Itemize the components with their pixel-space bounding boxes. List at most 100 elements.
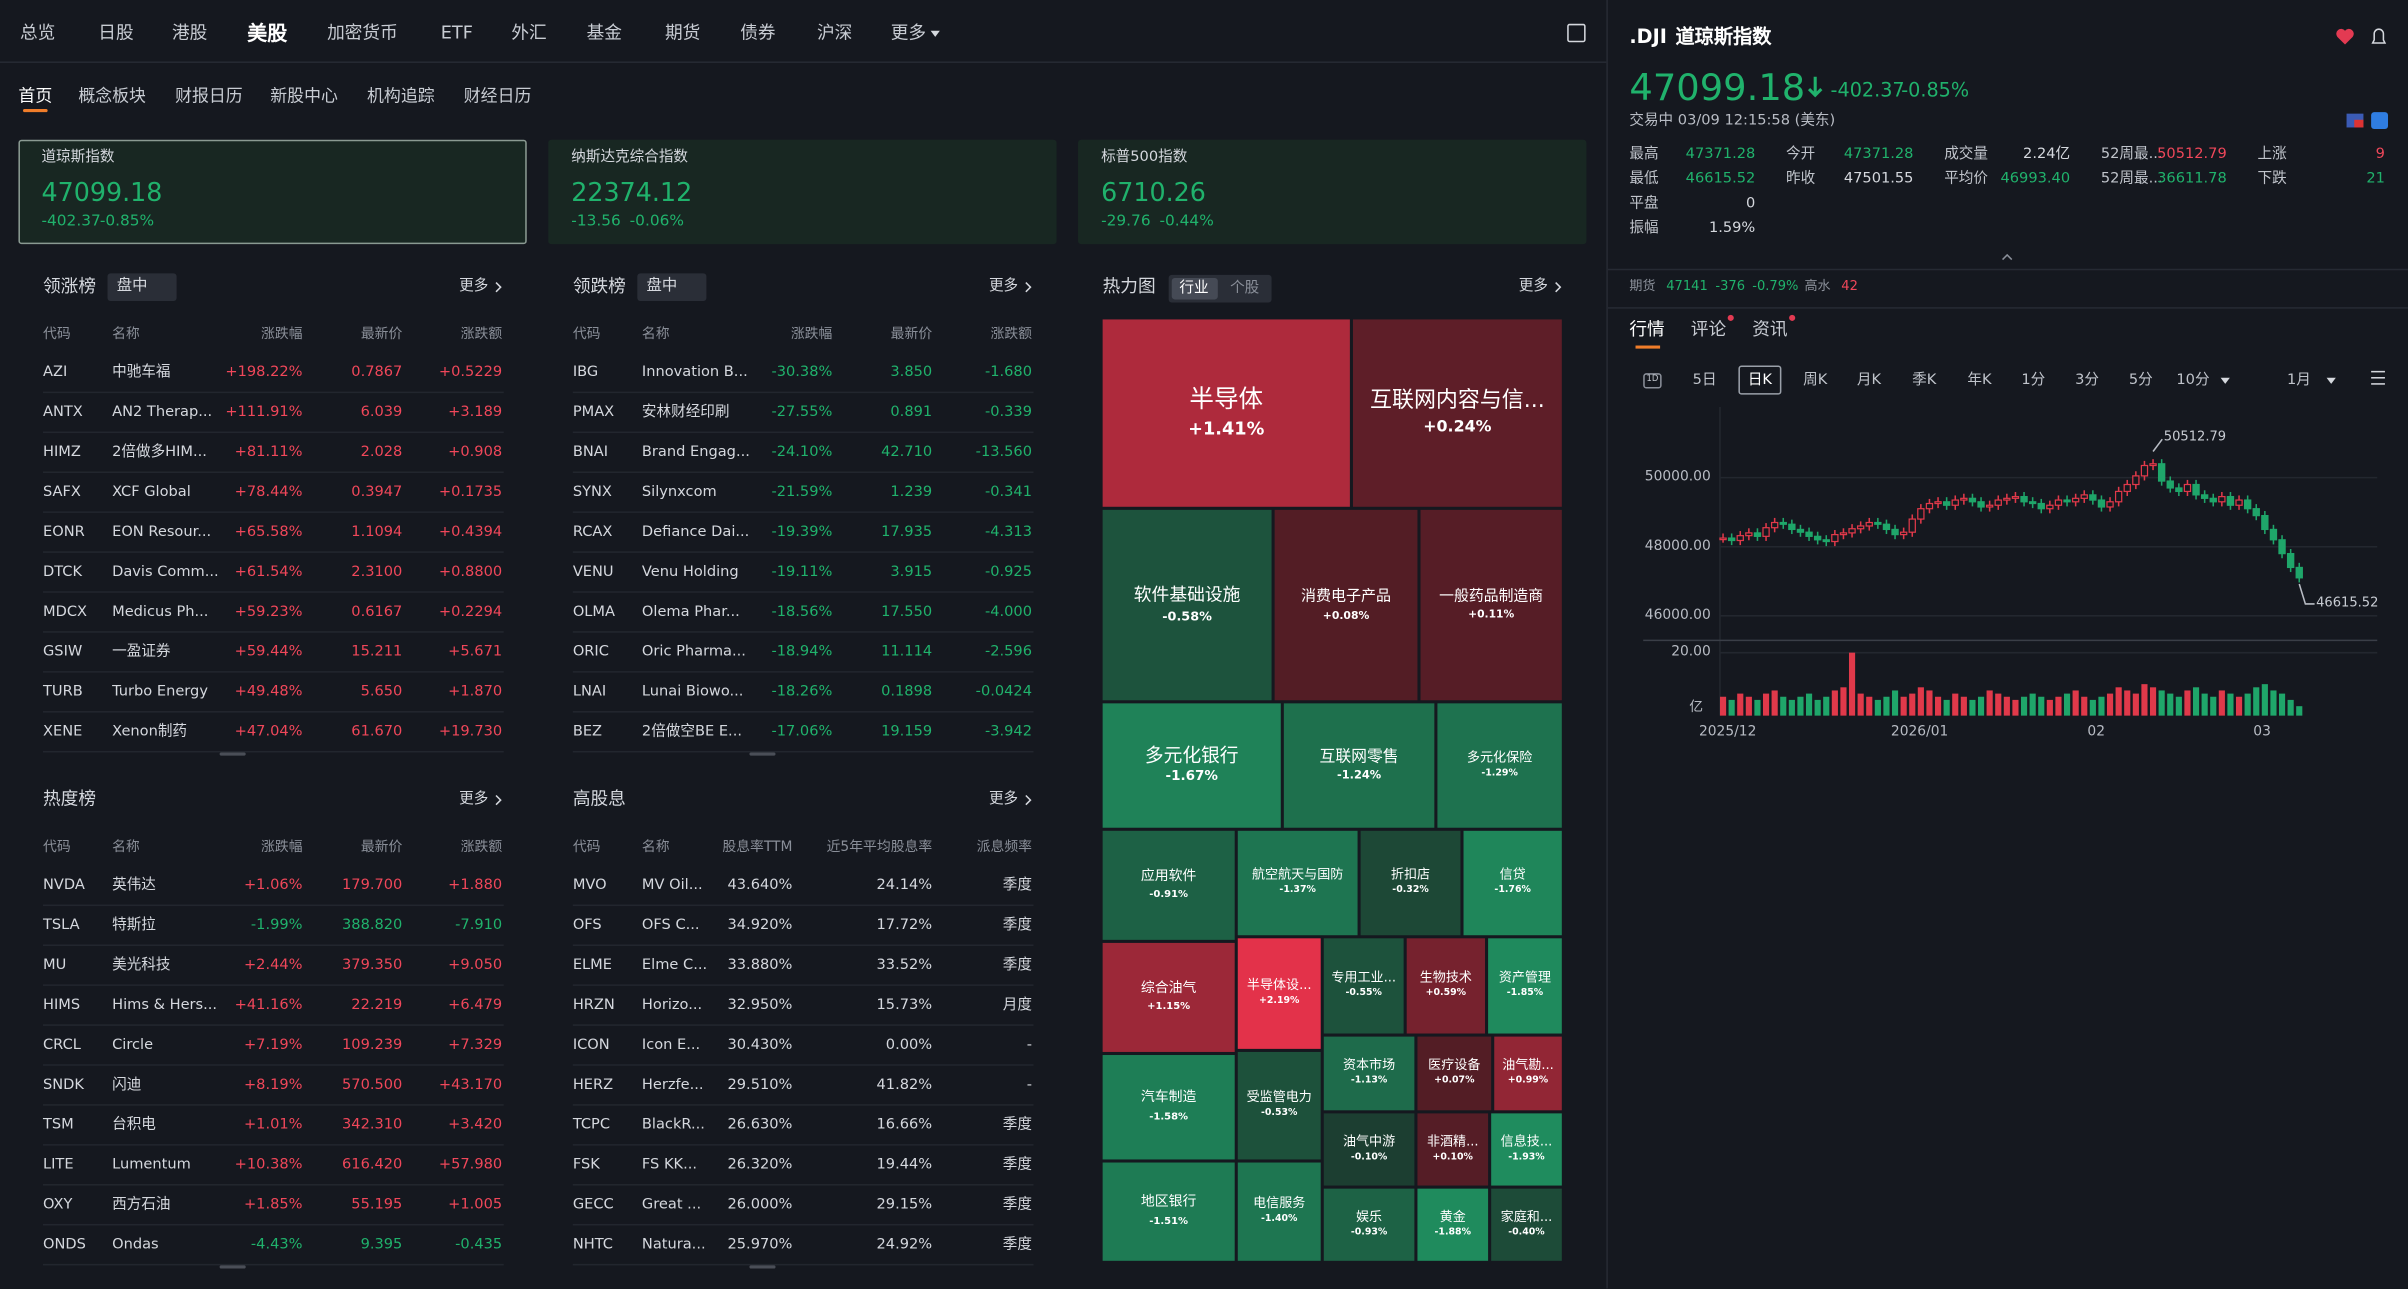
heatmap-tile[interactable]	[1237, 938, 1321, 1049]
heatmap-tile[interactable]	[1102, 830, 1235, 940]
stock-name: 美光科技	[112, 957, 171, 975]
tile-change: +0.99%	[1507, 1075, 1549, 1087]
cell: 19.159	[881, 723, 933, 741]
heatmap-tile[interactable]	[1237, 830, 1358, 936]
candle	[1762, 527, 1770, 537]
nav-item[interactable]: 沪深	[816, 21, 853, 44]
index-change: -402.37	[41, 213, 101, 231]
nav-item[interactable]: 总览	[19, 21, 56, 44]
index-card[interactable]	[548, 139, 1057, 245]
nav-item[interactable]: 基金	[586, 21, 622, 44]
period-option[interactable]: 月K	[1856, 372, 1882, 389]
more-link[interactable]: 更多	[459, 791, 489, 809]
nav-item[interactable]: 更多	[890, 21, 927, 44]
heatmap-tile[interactable]	[1323, 1188, 1415, 1261]
period-option[interactable]: 周K	[1803, 372, 1828, 389]
heatmap-tile[interactable]	[1237, 1051, 1321, 1160]
heatmap-tile[interactable]	[1102, 319, 1350, 507]
period-option[interactable]: 1月	[2286, 372, 2311, 389]
tile-change: -0.10%	[1350, 1151, 1388, 1163]
heatmap-tile[interactable]	[1323, 1113, 1415, 1186]
heatmap-tile[interactable]	[1283, 703, 1435, 828]
heatmap-tile[interactable]	[1274, 509, 1418, 701]
stock-name: 西方石油	[112, 1196, 171, 1214]
subnav-item[interactable]: 机构追踪	[367, 85, 435, 106]
subnav-item[interactable]: 概念板块	[78, 85, 146, 106]
heatmap-tile[interactable]	[1491, 1113, 1562, 1186]
table-header: 派息频率	[976, 839, 1032, 855]
filter-box[interactable]	[637, 273, 707, 301]
heatmap-tile[interactable]	[1420, 509, 1562, 701]
heatmap-tile[interactable]	[1437, 703, 1562, 828]
more-link[interactable]: 更多	[459, 278, 489, 296]
nav-item[interactable]: 外汇	[511, 21, 547, 44]
toggle-option[interactable]: 行业	[1179, 279, 1209, 297]
period-option[interactable]: 5日	[1692, 372, 1717, 389]
heatmap-tile[interactable]	[1102, 703, 1281, 828]
more-link[interactable]: 更多	[988, 791, 1019, 809]
tile-name: 汽车制造	[1140, 1091, 1197, 1107]
symbol: XENE	[42, 723, 83, 741]
toggle-option[interactable]: 个股	[1230, 279, 1260, 297]
row-divider	[572, 944, 1034, 946]
heatmap-tile[interactable]	[1406, 938, 1486, 1034]
volume-bar	[1780, 696, 1787, 716]
detail-tab[interactable]: 评论	[1690, 318, 1727, 340]
heatmap-tile[interactable]	[1417, 1113, 1489, 1186]
detail-tab[interactable]: 行情	[1629, 318, 1665, 340]
stock-name: 英伟达	[112, 877, 156, 895]
heatmap-tile[interactable]	[1488, 938, 1562, 1034]
stat-value: 46993.40	[2000, 170, 2071, 188]
heatmap-tile[interactable]	[1352, 319, 1562, 507]
filter-label[interactable]: 盘中	[646, 277, 678, 295]
cell: -18.94%	[771, 643, 833, 661]
heatmap-tile[interactable]	[1463, 830, 1562, 936]
heatmap-tile[interactable]	[1102, 1162, 1235, 1261]
heatmap-tile[interactable]	[1102, 942, 1235, 1052]
nav-item[interactable]: 债券	[740, 21, 776, 44]
heatmap-tile[interactable]	[1102, 1055, 1235, 1160]
index-name: 标普500指数	[1101, 149, 1188, 167]
heatmap-tile[interactable]	[1102, 509, 1272, 701]
heatmap-tile[interactable]	[1323, 1036, 1415, 1111]
table-header: 涨跌幅	[261, 839, 303, 855]
heatmap-tile[interactable]	[1323, 938, 1404, 1034]
nav-item[interactable]: 美股	[247, 22, 288, 46]
filter-label[interactable]: 盘中	[116, 277, 148, 295]
period-option[interactable]: 年K	[1967, 372, 1992, 389]
symbol: HERZ	[572, 1076, 614, 1094]
nav-item[interactable]: ETF	[440, 21, 473, 44]
subnav-item[interactable]: 财经日历	[463, 85, 532, 106]
heatmap-tile[interactable]	[1417, 1188, 1489, 1261]
subnav-item[interactable]: 新股中心	[270, 85, 338, 106]
more-link[interactable]: 更多	[1518, 278, 1548, 296]
volume-bar	[1909, 693, 1916, 716]
period-option[interactable]: 10分	[2176, 372, 2210, 389]
period-option[interactable]: 1D	[1646, 375, 1659, 385]
period-option[interactable]: 1分	[2021, 372, 2046, 389]
tile-change: +0.08%	[1322, 607, 1370, 622]
index-change: -13.56	[571, 213, 621, 231]
nav-item[interactable]: 日股	[98, 21, 134, 44]
tile-change: -1.13%	[1350, 1075, 1388, 1087]
filter-box[interactable]	[107, 273, 177, 301]
index-card[interactable]	[1078, 139, 1587, 245]
index-card[interactable]	[18, 139, 527, 245]
heatmap-tile[interactable]	[1494, 1036, 1562, 1111]
period-option[interactable]: 5分	[2128, 372, 2153, 389]
detail-tab[interactable]: 资讯	[1752, 318, 1788, 340]
more-link[interactable]: 更多	[988, 278, 1019, 296]
period-option[interactable]: 3分	[2075, 372, 2099, 389]
period-option[interactable]: 日K	[1747, 372, 1772, 389]
period-option[interactable]: 季K	[1912, 372, 1937, 389]
heatmap-tile[interactable]	[1491, 1188, 1562, 1261]
heatmap-tile[interactable]	[1417, 1036, 1492, 1111]
heatmap-tile[interactable]	[1360, 830, 1461, 936]
nav-item[interactable]: 加密货币	[327, 21, 398, 44]
subnav-item[interactable]: 首页	[18, 85, 53, 106]
nav-item[interactable]: 期货	[664, 21, 701, 44]
heatmap-tile[interactable]	[1237, 1162, 1321, 1261]
stock-name: Defiance Dai...	[641, 524, 750, 541]
nav-item[interactable]: 港股	[171, 21, 208, 44]
subnav-item[interactable]: 财报日历	[175, 85, 243, 106]
